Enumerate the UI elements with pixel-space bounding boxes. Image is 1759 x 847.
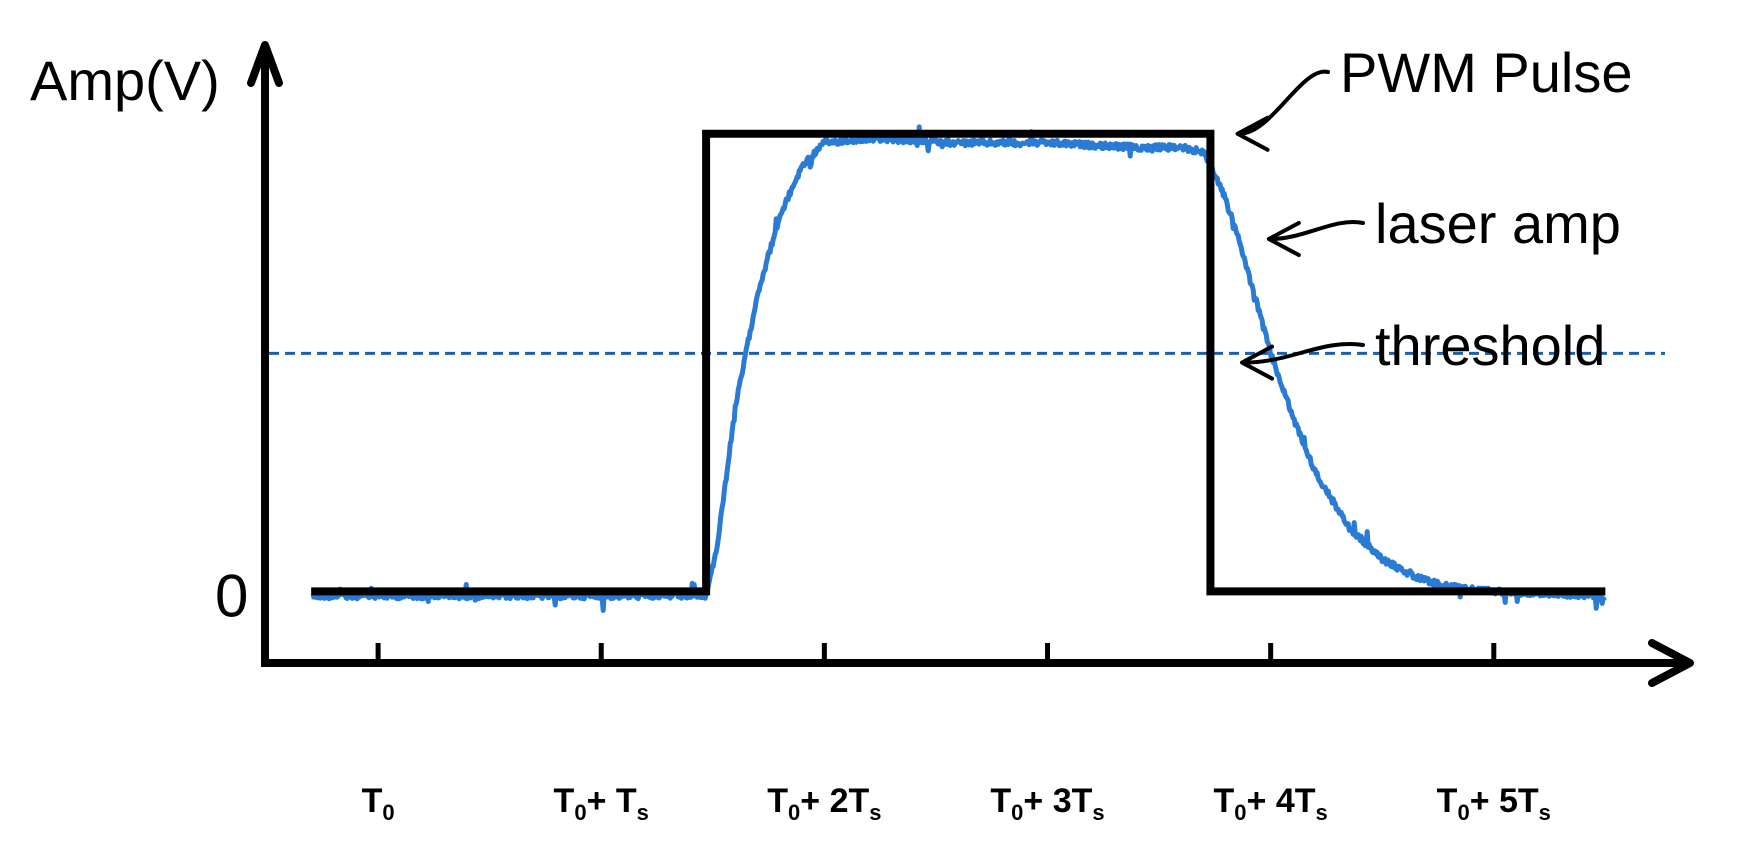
x-tick-label: T0+ 5Ts — [1437, 782, 1551, 825]
x-tick-label: T0+ 2Ts — [767, 782, 881, 825]
x-tick-label: T0+ Ts — [554, 782, 649, 825]
x-tick-label: T0 — [362, 782, 395, 825]
y-axis-arrowhead — [247, 41, 283, 87]
y-tick-label-zero: 0 — [215, 562, 248, 629]
plot-layer — [269, 124, 1665, 613]
annotation-label: threshold — [1375, 314, 1605, 377]
pwm-pulse-series — [311, 129, 1606, 596]
axes: Amp(V) 0 — [30, 41, 1694, 687]
y-axis-label: Amp(V) — [30, 49, 220, 112]
annotation-arrowhead — [1266, 221, 1301, 258]
annotations: PWM Pulse laser amp threshold — [1235, 41, 1633, 381]
x-ticks: T0 T0+ Ts T0+ 2Ts T0+ 3Ts T0+ 4Ts T0+ 5Ts — [362, 643, 1551, 825]
annotation-label: PWM Pulse — [1340, 41, 1633, 104]
annotation-arrowhead — [1235, 115, 1270, 152]
annotation-arrow — [1237, 69, 1330, 136]
laser-amp-series — [309, 124, 1607, 613]
x-tick-label: T0+ 3Ts — [990, 782, 1104, 825]
x-axis-arrowhead — [1648, 639, 1694, 687]
annotation-label: laser amp — [1375, 192, 1621, 255]
x-tick-label: T0+ 4Ts — [1214, 782, 1328, 825]
annotation-arrowhead — [1240, 344, 1275, 381]
annotation-arrow — [1268, 220, 1365, 242]
annotation-arrow — [1242, 342, 1365, 365]
